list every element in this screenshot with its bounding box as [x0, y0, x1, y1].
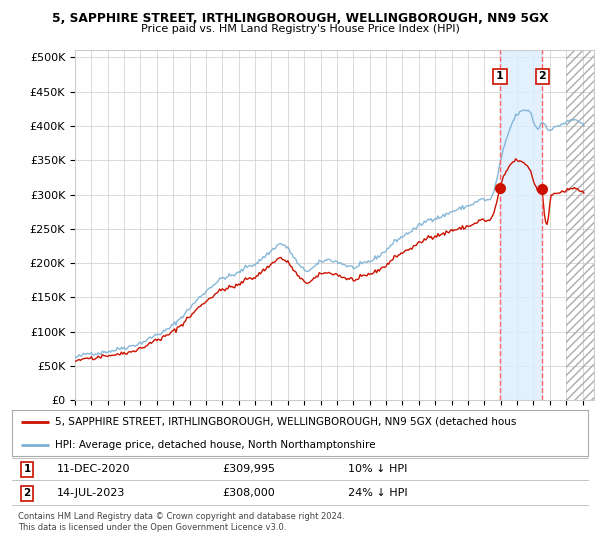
Bar — [500, 50, 542, 400]
Text: 11-DEC-2020: 11-DEC-2020 — [57, 464, 131, 474]
Text: 5, SAPPHIRE STREET, IRTHLINGBOROUGH, WELLINGBOROUGH, NN9 5GX (detached hous: 5, SAPPHIRE STREET, IRTHLINGBOROUGH, WEL… — [55, 417, 517, 427]
Text: 1: 1 — [23, 464, 31, 474]
Text: 5, SAPPHIRE STREET, IRTHLINGBOROUGH, WELLINGBOROUGH, NN9 5GX: 5, SAPPHIRE STREET, IRTHLINGBOROUGH, WEL… — [52, 12, 548, 25]
Text: 1: 1 — [496, 72, 504, 81]
Bar — [542, 50, 594, 400]
Text: 10% ↓ HPI: 10% ↓ HPI — [348, 464, 407, 474]
Text: 2: 2 — [23, 488, 31, 498]
Text: Price paid vs. HM Land Registry's House Price Index (HPI): Price paid vs. HM Land Registry's House … — [140, 24, 460, 34]
Text: Contains HM Land Registry data © Crown copyright and database right 2024.
This d: Contains HM Land Registry data © Crown c… — [18, 512, 344, 532]
Bar — [566, 50, 599, 400]
Text: HPI: Average price, detached house, North Northamptonshire: HPI: Average price, detached house, Nort… — [55, 440, 376, 450]
Text: £309,995: £309,995 — [222, 464, 275, 474]
Text: 24% ↓ HPI: 24% ↓ HPI — [348, 488, 407, 498]
Text: 14-JUL-2023: 14-JUL-2023 — [57, 488, 125, 498]
Text: £308,000: £308,000 — [222, 488, 275, 498]
Text: 2: 2 — [538, 72, 546, 81]
